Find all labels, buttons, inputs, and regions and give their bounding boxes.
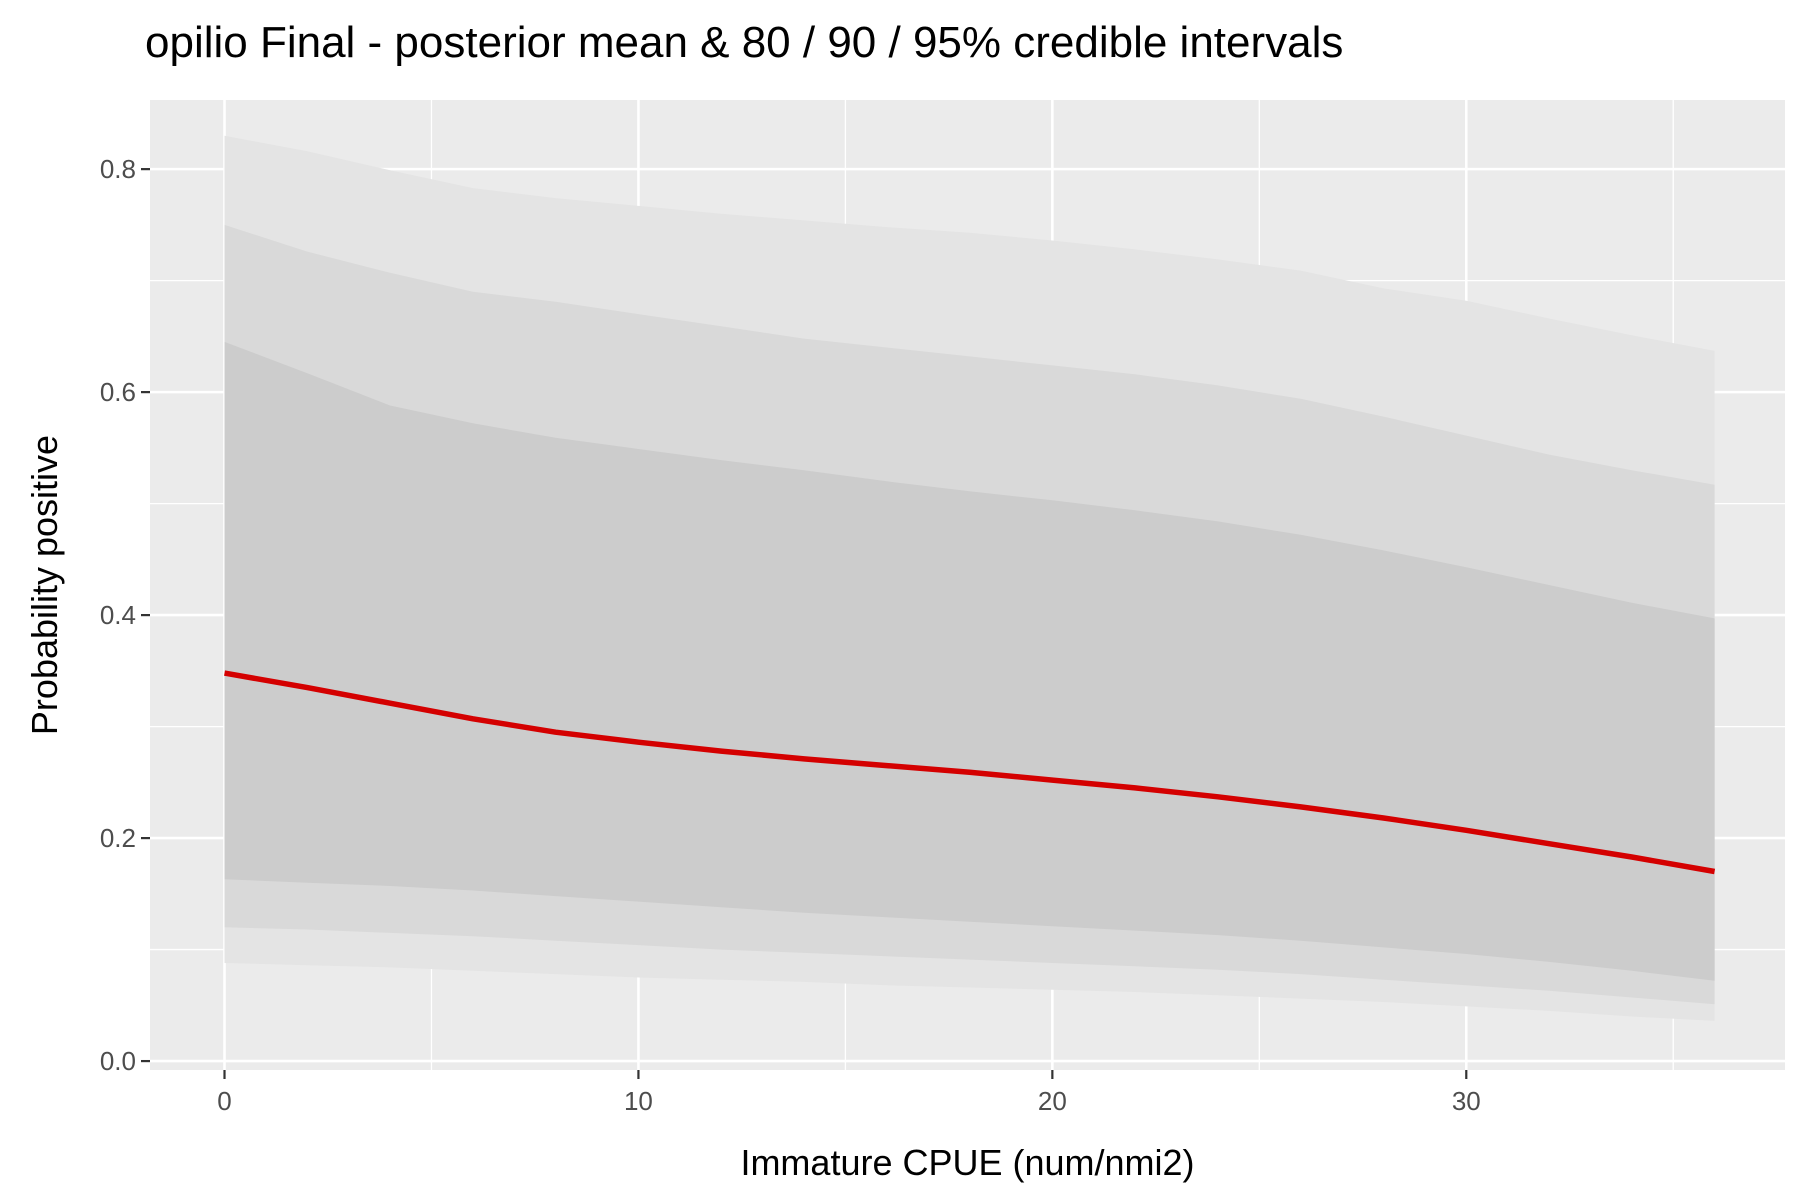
mean-line <box>224 670 1716 875</box>
x-tick-label: 20 <box>1038 1086 1067 1116</box>
y-tick-label: 0.2 <box>100 823 136 853</box>
x-axis-title: Immature CPUE (num/nmi2) <box>740 1142 1194 1183</box>
y-tick-label: 0.8 <box>100 154 136 184</box>
x-tick-label: 10 <box>624 1086 653 1116</box>
mean-line-group <box>224 670 1716 875</box>
x-tick-label: 0 <box>217 1086 231 1116</box>
y-axis-title: Probability positive <box>24 435 65 735</box>
x-tick-label: 30 <box>1452 1086 1481 1116</box>
chart-title: opilio Final - posterior mean & 80 / 90 … <box>145 18 1344 67</box>
y-tick-label: 0.6 <box>100 377 136 407</box>
y-tick-label: 0.4 <box>100 600 136 630</box>
credible-band-80 <box>224 341 1715 981</box>
y-tick-label: 0.0 <box>100 1046 136 1076</box>
credible-interval-bands <box>224 135 1715 1021</box>
axes: 0 10 20 30 0.0 0.2 0.4 0.6 0.8 <box>100 154 1481 1116</box>
